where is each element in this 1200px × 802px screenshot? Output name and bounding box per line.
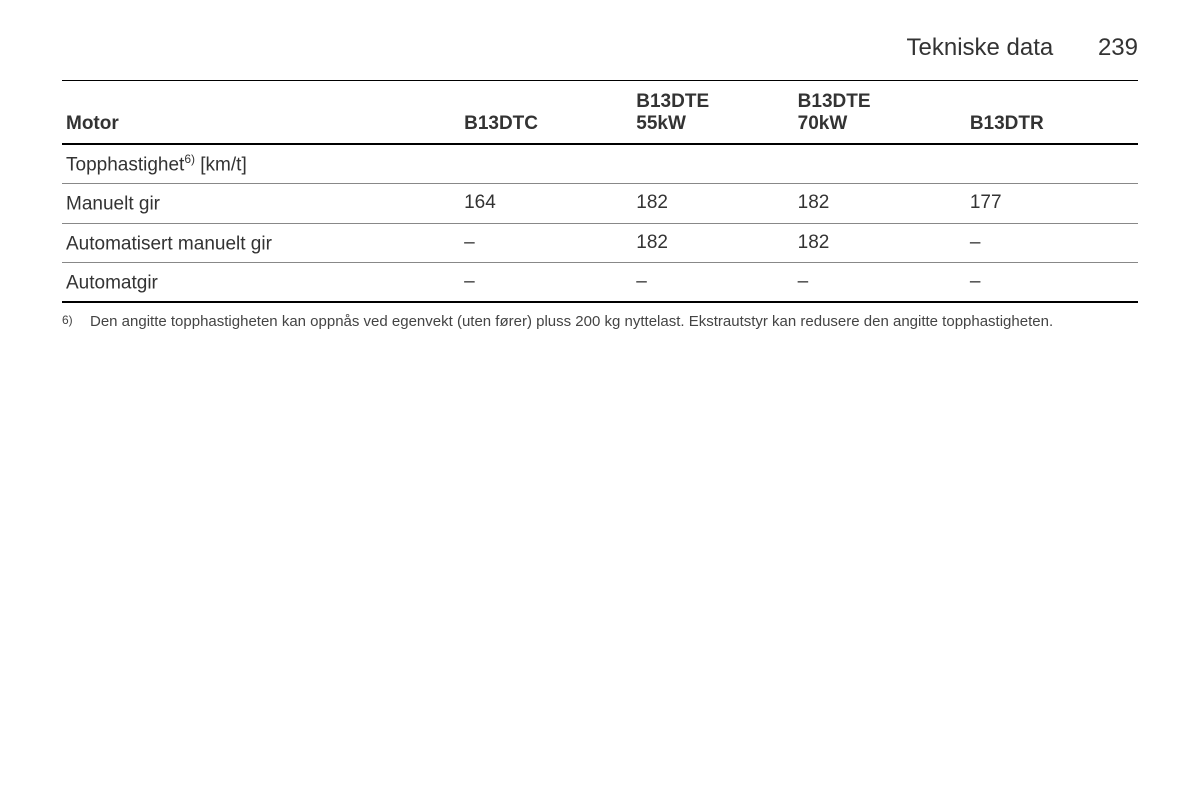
row-label-pre: Topphastighet [66, 154, 184, 175]
col-b13dte-70-line2: 70kW [798, 113, 962, 135]
col-b13dte-55-line1: B13DTE [636, 91, 709, 112]
col-b13dte-70-line1: B13DTE [798, 91, 871, 112]
cell [966, 144, 1138, 184]
col-b13dte-55: B13DTE 55kW [632, 81, 793, 145]
col-b13dte-70: B13DTE 70kW [794, 81, 966, 145]
cell: – [460, 223, 632, 262]
col-b13dte-55-line2: 55kW [636, 113, 789, 135]
footnote-marker: 6) [62, 313, 90, 330]
table-row: Automatgir – – – – [62, 262, 1138, 302]
row-label-pre: Automatgir [66, 272, 158, 293]
col-label-motor: Motor [62, 81, 460, 145]
cell: – [460, 262, 632, 302]
footnote: 6) Den angitte topphastigheten kan oppnå… [62, 313, 1138, 330]
row-label-pre: Manuelt gir [66, 194, 160, 215]
cell: – [794, 262, 966, 302]
cell: 177 [966, 184, 1138, 223]
cell: 182 [794, 223, 966, 262]
table-row: Automatisert manuelt gir – 182 182 – [62, 223, 1138, 262]
cell: – [966, 223, 1138, 262]
row-label: Automatisert manuelt gir [62, 223, 460, 262]
table-row: Topphastighet6) [km/t] [62, 144, 1138, 184]
table-row: Manuelt gir 164 182 182 177 [62, 184, 1138, 223]
cell: 182 [632, 223, 793, 262]
cell [794, 144, 966, 184]
col-b13dtr: B13DTR [966, 81, 1138, 145]
page: Tekniske data 239 Motor B13DTC B13DTE 55… [0, 0, 1200, 330]
section-title: Tekniske data [907, 34, 1054, 61]
row-label-post: [km/t] [195, 154, 247, 175]
row-label: Manuelt gir [62, 184, 460, 223]
cell: 164 [460, 184, 632, 223]
cell [632, 144, 793, 184]
footnote-text: Den angitte topphastigheten kan oppnås v… [90, 313, 1138, 330]
cell: 182 [632, 184, 793, 223]
page-number: 239 [1098, 34, 1138, 61]
row-label: Automatgir [62, 262, 460, 302]
cell: – [632, 262, 793, 302]
row-label-sup: 6) [184, 152, 195, 166]
page-header: Tekniske data 239 [62, 34, 1138, 62]
table-header-row: Motor B13DTC B13DTE 55kW B13DTE 70kW B13… [62, 81, 1138, 145]
row-label: Topphastighet6) [km/t] [62, 144, 460, 184]
spec-table: Motor B13DTC B13DTE 55kW B13DTE 70kW B13… [62, 80, 1138, 303]
cell [460, 144, 632, 184]
col-b13dtc: B13DTC [460, 81, 632, 145]
cell: – [966, 262, 1138, 302]
cell: 182 [794, 184, 966, 223]
row-label-pre: Automatisert manuelt gir [66, 233, 272, 254]
